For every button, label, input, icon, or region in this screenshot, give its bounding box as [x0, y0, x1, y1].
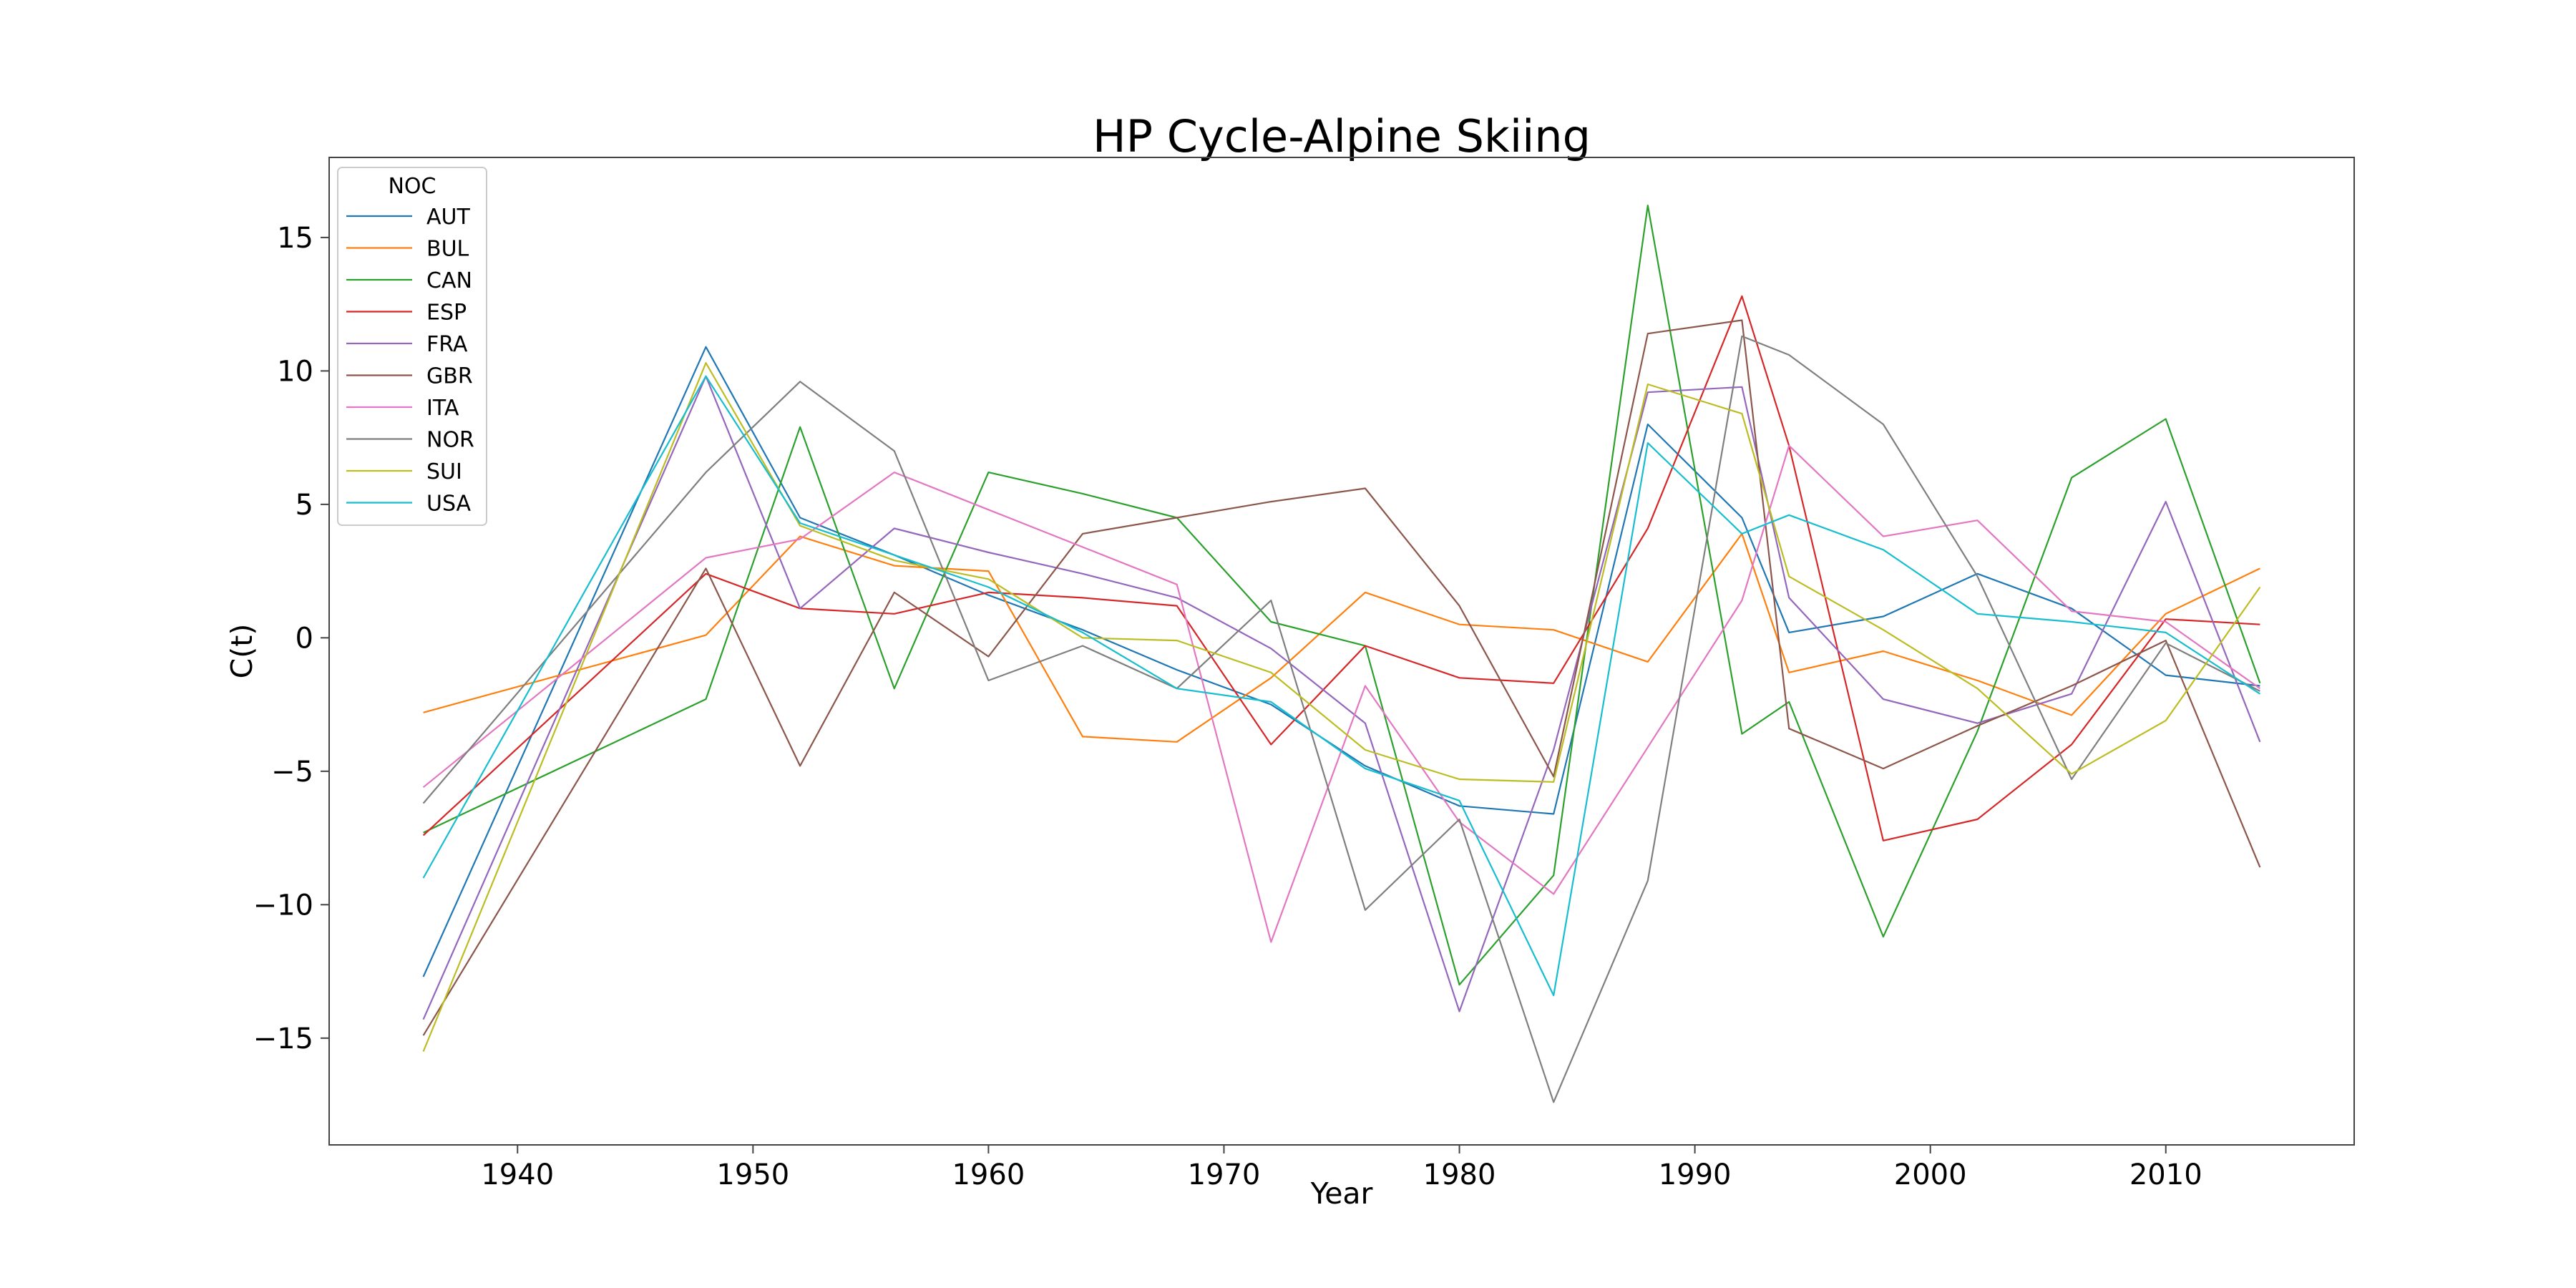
legend-label-ita: ITA: [426, 396, 459, 421]
y-tick-label: 5: [296, 489, 313, 522]
y-axis-label: C(t): [225, 624, 259, 679]
x-tick-label: 1950: [716, 1158, 789, 1191]
series-layer: [422, 205, 2261, 1103]
y-tick-label: −15: [253, 1023, 313, 1055]
legend-label-esp: ESP: [426, 301, 467, 326]
legend-items: AUT BUL CAN ESP FRA GBR ITA NOR SUI USA: [346, 205, 474, 517]
series-line-fra: [422, 375, 2261, 1020]
y-tick-label: −10: [253, 889, 313, 922]
series-line-usa: [422, 375, 2261, 997]
legend-label-fra: FRA: [426, 332, 468, 357]
x-axis-label: Year: [1310, 1176, 1373, 1211]
x-tick-label: 1960: [952, 1158, 1025, 1191]
x-tick-label: 2000: [1894, 1158, 1967, 1191]
series-line-gbr: [422, 319, 2261, 1036]
legend-label-nor: NOR: [426, 428, 474, 453]
legend-box: [337, 167, 487, 526]
plot-frame: [328, 157, 2355, 1146]
series-line-aut: [422, 346, 2260, 977]
series-line-can: [423, 205, 2261, 986]
y-tick-label: −5: [271, 756, 313, 789]
series-line-esp: [422, 295, 2260, 841]
legend-label-bul: BUL: [426, 237, 469, 262]
x-tick-label: 1980: [1423, 1158, 1496, 1191]
y-axis: −15 −10 −5 0 5 10 15: [253, 222, 329, 1055]
x-tick-label: 1940: [481, 1158, 554, 1191]
chart-title: HP Cycle-Alpine Skiing: [1093, 110, 1591, 162]
legend-label-usa: USA: [426, 492, 472, 517]
x-tick-label: 2010: [2129, 1158, 2202, 1191]
x-tick-label: 1970: [1188, 1158, 1261, 1191]
y-tick-label: 0: [296, 622, 313, 655]
y-tick-label: 10: [277, 355, 313, 388]
series-line-ita: [422, 444, 2261, 943]
y-tick-label: 15: [277, 222, 313, 255]
series-line-sui: [422, 362, 2261, 1052]
legend-label-can: CAN: [426, 268, 472, 293]
series-line-bul: [423, 532, 2260, 743]
legend-label-sui: SUI: [426, 459, 462, 484]
legend-label-aut: AUT: [426, 205, 470, 230]
series-line-nor: [422, 335, 2260, 1103]
legend-title: NOC: [388, 174, 436, 199]
x-axis: 1940 1950 1960 1970 1980 1990 2000 2010: [481, 1145, 2202, 1191]
x-tick-label: 1990: [1659, 1158, 1732, 1191]
legend: NOC AUT BUL CAN ESP FRA GBR ITA NOR SUI USA: [337, 167, 487, 526]
legend-label-gbr: GBR: [426, 364, 473, 389]
